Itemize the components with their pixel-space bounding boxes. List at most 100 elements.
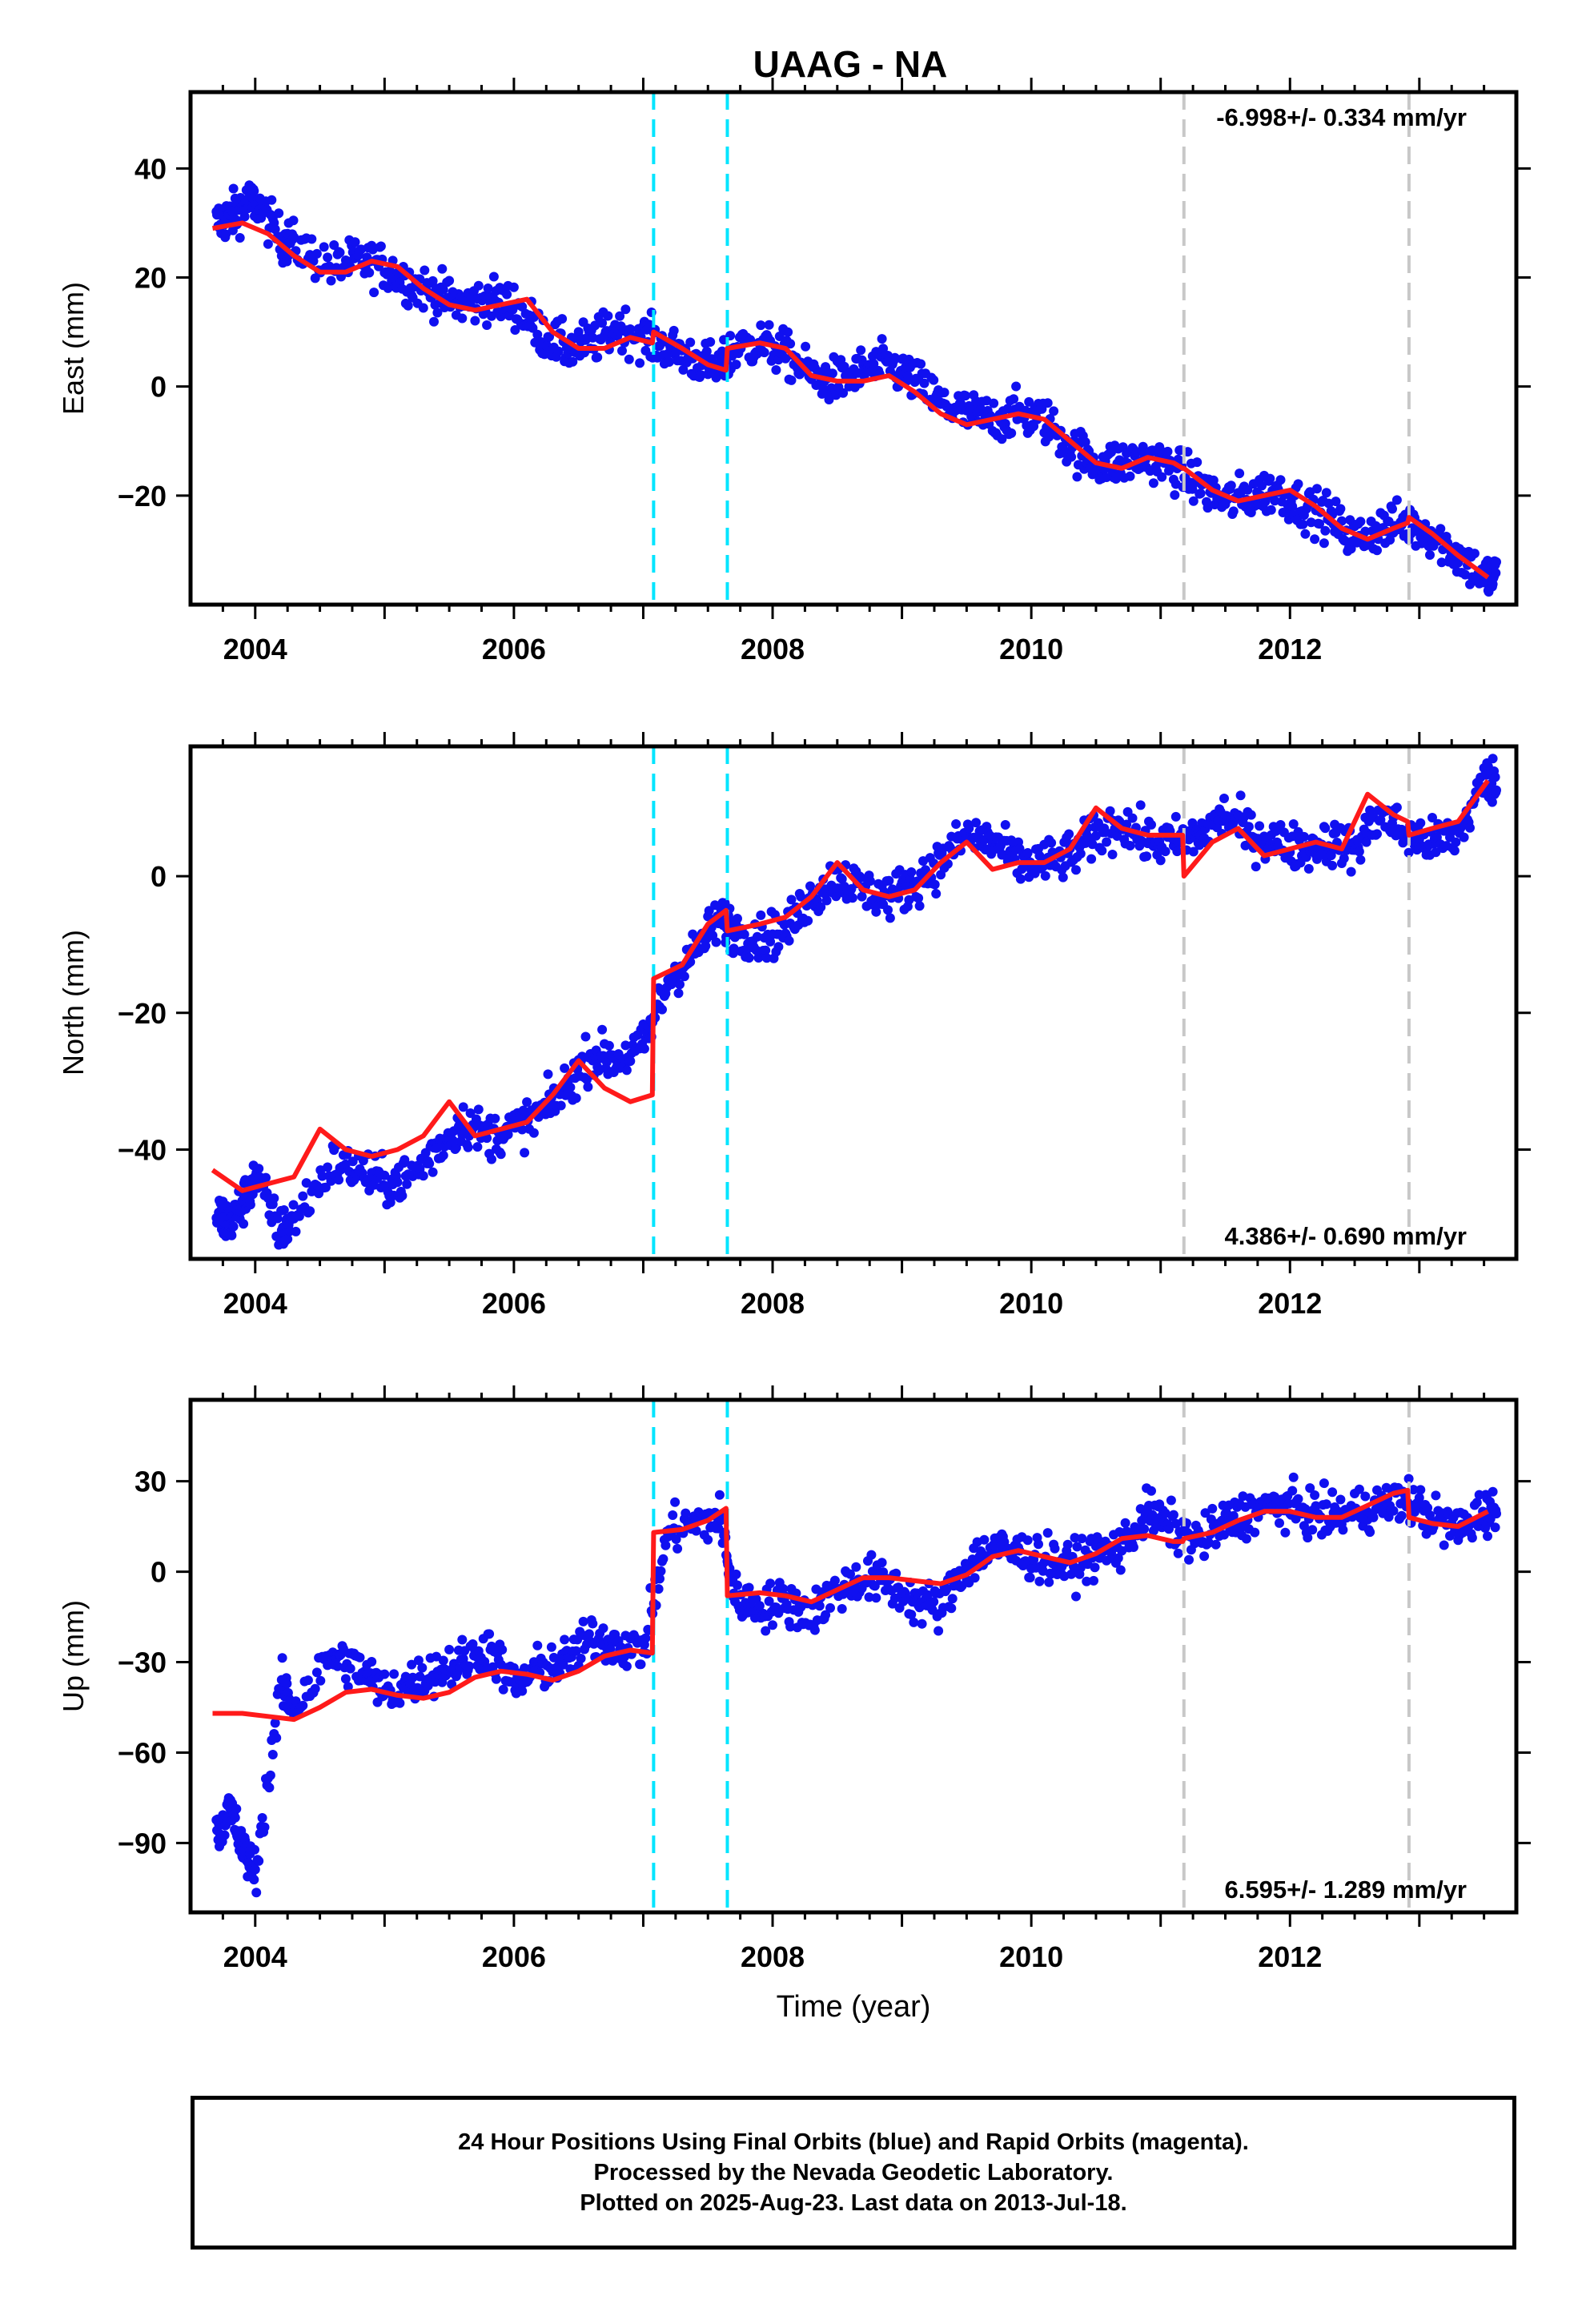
data-point (490, 1113, 500, 1124)
data-point (438, 1150, 448, 1160)
data-point (288, 215, 299, 226)
data-point (303, 1675, 313, 1686)
data-point (1164, 1524, 1174, 1534)
data-point (711, 937, 721, 947)
data-point (784, 935, 794, 946)
data-point (560, 1634, 570, 1645)
data-point (1354, 846, 1364, 857)
data-point (785, 339, 796, 349)
data-point (884, 875, 894, 886)
data-point (1355, 854, 1366, 865)
data-point (1469, 549, 1480, 559)
plot-frame (188, 1397, 1519, 1915)
data-point (909, 1617, 919, 1627)
x-tick-label: 2004 (223, 633, 287, 665)
data-point (283, 1234, 293, 1244)
data-point (1011, 381, 1022, 392)
data-point (615, 311, 625, 321)
data-point (1375, 814, 1386, 825)
data-point (249, 1875, 259, 1885)
data-point (921, 865, 930, 875)
data-point (1321, 1499, 1331, 1510)
data-point (1472, 1498, 1482, 1508)
data-point (418, 303, 428, 313)
data-point (1034, 1539, 1043, 1550)
data-point (553, 346, 564, 356)
data-point (765, 1578, 776, 1589)
data-point (305, 1206, 315, 1216)
data-point (1155, 855, 1166, 866)
data-point (392, 1177, 403, 1188)
data-point (603, 311, 613, 321)
data-point (919, 378, 930, 388)
data-point (219, 1830, 230, 1840)
data-point (254, 1856, 264, 1866)
y-tick-label: −90 (118, 1827, 167, 1860)
data-point (355, 1652, 365, 1663)
data-point (1354, 1484, 1364, 1494)
data-point (1265, 473, 1275, 484)
data-point (1365, 805, 1375, 815)
data-point (1228, 506, 1239, 517)
data-point (1287, 501, 1298, 512)
data-point (979, 1534, 990, 1545)
data-point (1487, 797, 1497, 807)
data-point (744, 953, 754, 963)
y-axis-label: Up (mm) (57, 1600, 90, 1712)
data-point (1228, 1510, 1239, 1521)
data-point (470, 316, 480, 326)
data-point (1064, 829, 1074, 839)
data-point (768, 1620, 777, 1630)
data-point (624, 354, 634, 364)
data-point (369, 287, 379, 298)
data-point (902, 371, 913, 381)
data-point (458, 1102, 468, 1112)
data-point (1125, 471, 1135, 481)
data-point (1467, 1533, 1477, 1543)
data-point (678, 364, 689, 375)
data-point (1250, 1527, 1260, 1538)
data-point (597, 1024, 608, 1035)
x-tick-label: 2012 (1258, 633, 1322, 665)
data-point (601, 1057, 612, 1068)
data-point (1080, 437, 1090, 447)
data-point (621, 1065, 632, 1076)
data-point (756, 910, 766, 920)
data-point (488, 271, 499, 282)
data-point (334, 1175, 344, 1185)
data-point (227, 1230, 237, 1240)
data-point (1034, 1576, 1045, 1586)
data-point (1303, 1533, 1313, 1543)
data-point (1387, 504, 1397, 514)
data-point (1160, 846, 1170, 857)
data-point (617, 346, 627, 356)
data-point (701, 346, 712, 356)
data-point (1403, 1474, 1414, 1484)
rate-label: -6.998+/- 0.334 mm/yr (1216, 103, 1467, 131)
data-point (282, 1679, 292, 1689)
data-point (681, 1508, 691, 1518)
data-point (773, 942, 784, 952)
data-point (916, 359, 926, 369)
data-point (400, 1671, 411, 1682)
data-point (463, 1142, 473, 1152)
data-point (1090, 1562, 1100, 1573)
x-tick-label: 2012 (1258, 1287, 1322, 1320)
plot-frame (188, 744, 1519, 1261)
data-point (251, 1888, 262, 1898)
plot-frame (188, 90, 1519, 607)
data-point (437, 263, 448, 274)
data-point (584, 1629, 594, 1639)
data-point (319, 242, 329, 252)
data-point (661, 1540, 671, 1550)
data-point (432, 1651, 441, 1662)
data-point (389, 1669, 400, 1679)
data-point (588, 1618, 598, 1629)
data-point (669, 325, 679, 336)
data-point (568, 356, 578, 367)
data-point (671, 1534, 681, 1544)
data-point (764, 320, 774, 330)
data-point (625, 324, 636, 334)
data-point (315, 1675, 326, 1686)
data-point (307, 234, 317, 244)
